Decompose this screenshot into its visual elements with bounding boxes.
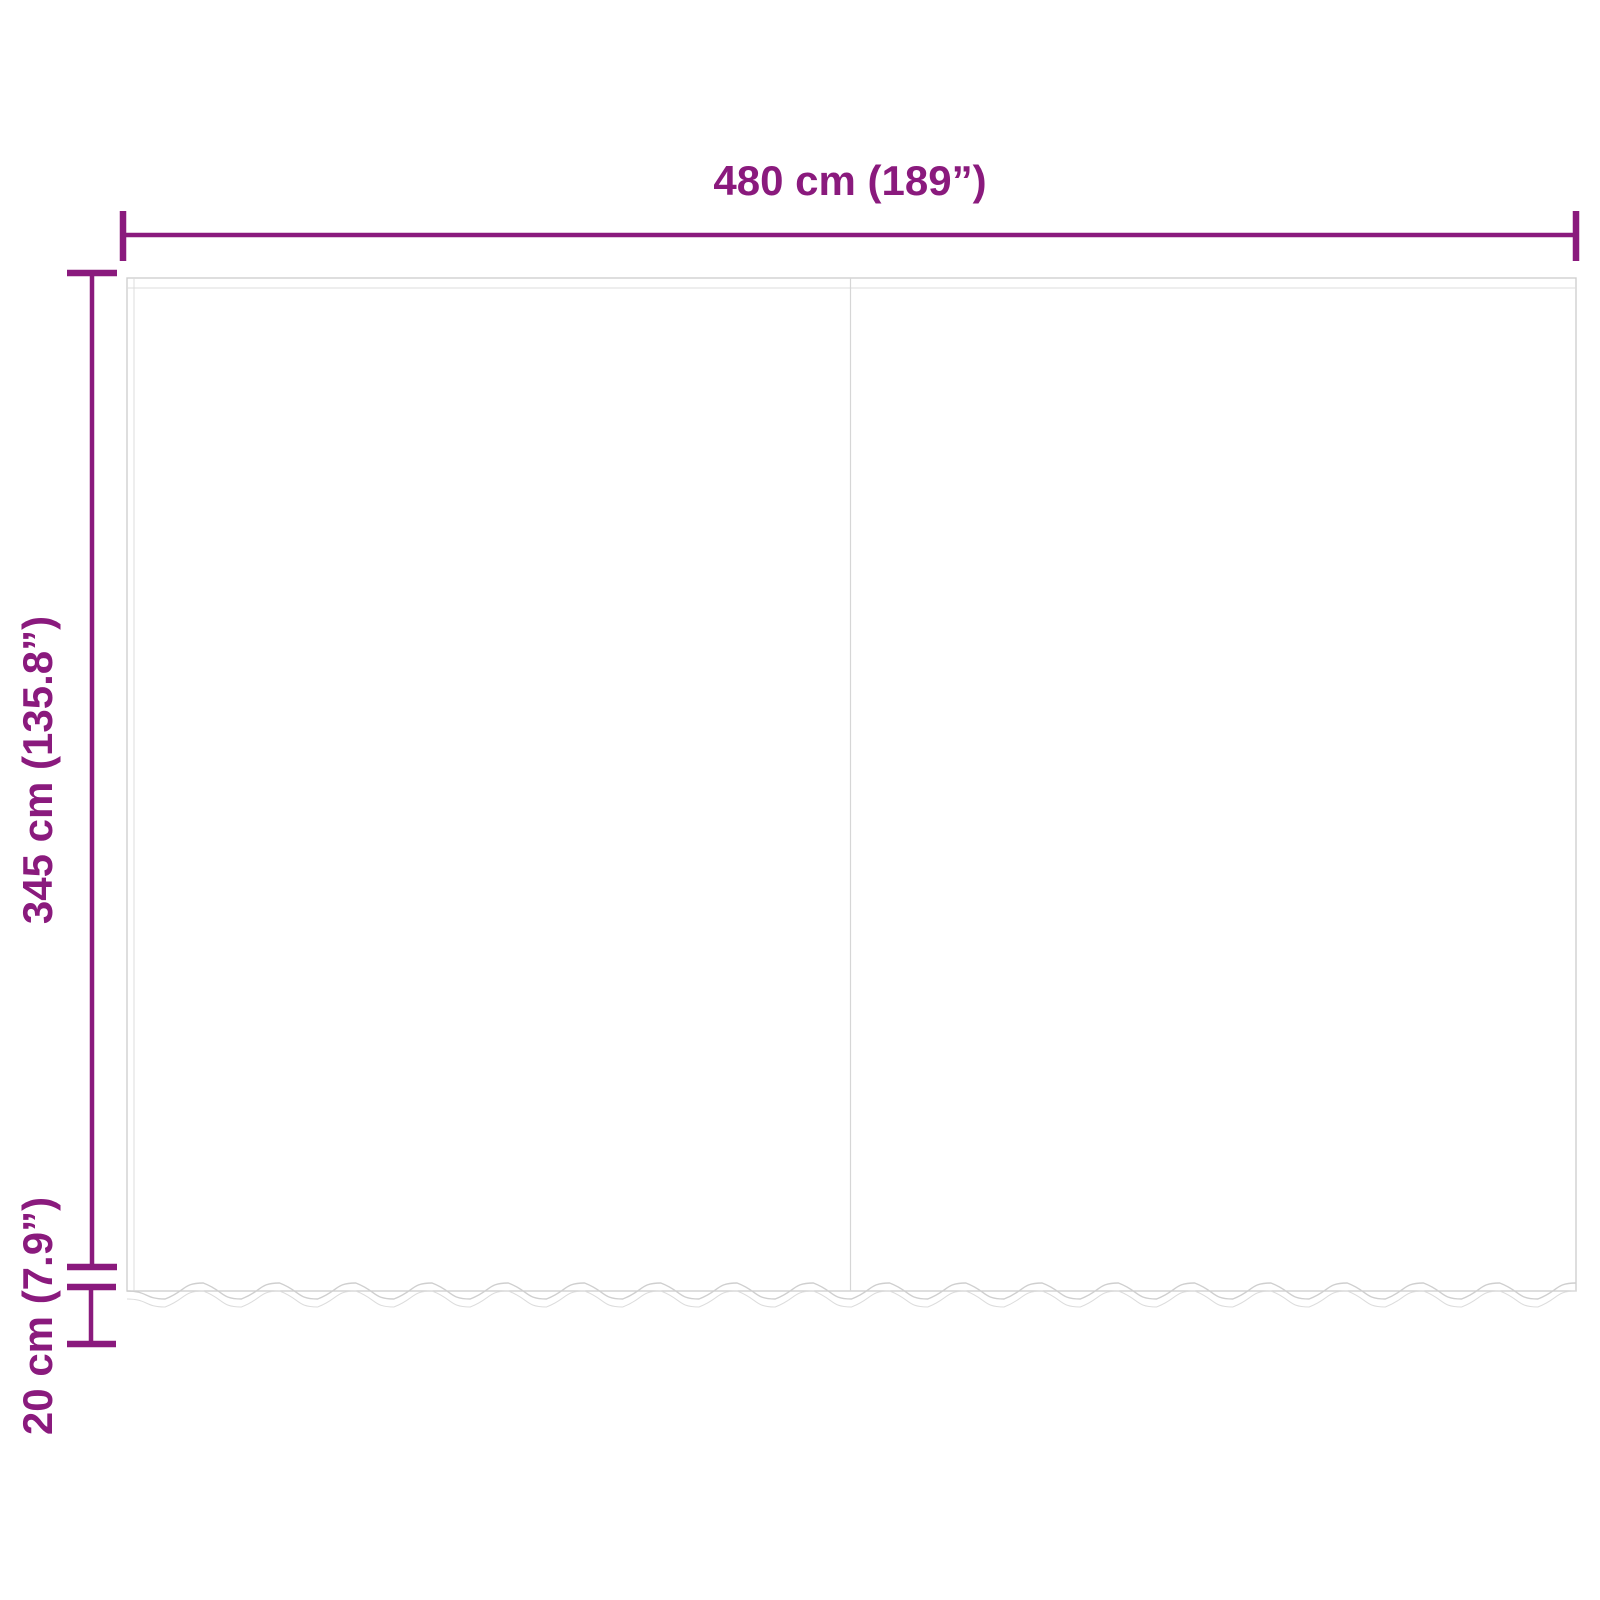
svg-text:480 cm (189”): 480 cm (189”)	[713, 157, 986, 204]
svg-text:20 cm (7.9”): 20 cm (7.9”)	[14, 1197, 61, 1435]
svg-text:345 cm (135.8”): 345 cm (135.8”)	[14, 616, 61, 924]
